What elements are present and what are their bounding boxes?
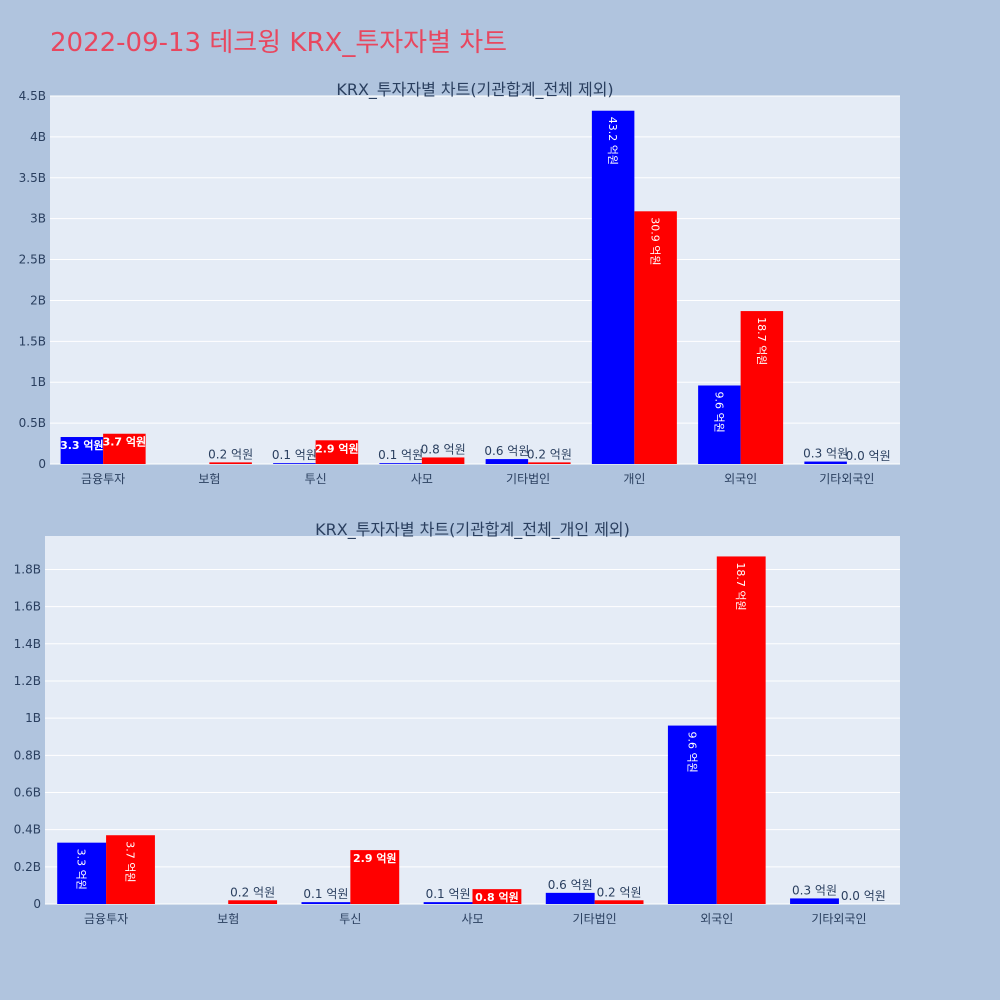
x-tick-label: 투신: [339, 912, 361, 926]
bar-red: [472, 889, 522, 904]
bar-data-label: 43.2 억원: [606, 117, 619, 165]
y-tick-label: 1.2B: [14, 674, 41, 688]
bar-data-label: 9.6 억원: [712, 391, 725, 432]
bar-blue: [57, 842, 107, 904]
y-tick-label: 0.4B: [14, 823, 41, 837]
bar-data-label: 0.0 억원: [841, 889, 886, 903]
y-tick-label: 3.5B: [19, 171, 46, 185]
y-tick-label: 0: [33, 897, 41, 911]
bar-blue: [591, 110, 635, 464]
bar-data-label: 3.3 억원: [75, 849, 88, 890]
x-tick-label: 금융투자: [84, 912, 128, 926]
bar-data-label: 0.1 억원: [272, 448, 317, 462]
chart-investor-all: 0 0.5B 1B 1.5B 2B 2.5B 3B 3.5B 4B 4.5B KRX_투자자별 차트…: [19, 80, 900, 486]
y-tick-label: 3B: [30, 212, 46, 226]
x-tick-label: 기타외국인: [819, 472, 874, 486]
x-tick-label: 보험: [198, 472, 220, 486]
bar-data-label: 3.7 억원: [124, 841, 137, 882]
bar-data-label: 0.1 억원: [426, 887, 471, 901]
bar-red: [528, 462, 571, 464]
bar-data-label: 0.8 억원: [421, 442, 466, 456]
x-tick-label: 기타법인: [506, 472, 550, 486]
chart-title: KRX_투자자별 차트(기관합계_전체 제외): [336, 80, 613, 100]
bar-data-label: 18.7 억원: [734, 562, 747, 610]
bar-red: [634, 211, 677, 464]
bar-blue: [423, 902, 473, 904]
bar-blue: [698, 385, 741, 464]
bar-data-label: 0.8 억원: [475, 890, 519, 904]
y-tick-label: 1.6B: [14, 600, 41, 614]
x-tick-label: 사모: [411, 472, 433, 486]
bar-blue: [804, 461, 847, 464]
y-tick-label: 1.5B: [19, 334, 46, 348]
plot-area: [45, 536, 900, 904]
x-tick-label: 개인: [623, 472, 645, 486]
bar-data-label: 0.2 억원: [230, 885, 275, 899]
bar-red: [716, 556, 766, 904]
y-tick-label: 1B: [30, 375, 46, 389]
y-tick-label: 1.4B: [14, 637, 41, 651]
bar-data-label: 0.6 억원: [484, 444, 529, 458]
y-tick-label: 0.5B: [19, 416, 46, 430]
x-tick-label: 금융투자: [81, 472, 125, 486]
x-tick-label: 투신: [305, 472, 327, 486]
bar-data-label: 0.6 억원: [548, 878, 593, 892]
bar-data-label: 2.9 억원: [315, 441, 359, 455]
bar-blue: [485, 459, 529, 464]
bar-blue: [379, 463, 422, 464]
y-tick-label: 0: [38, 457, 46, 471]
y-tick-label: 0.8B: [14, 748, 41, 762]
bar-red: [209, 462, 252, 464]
x-tick-label: 사모: [461, 912, 483, 926]
x-tick-label: 외국인: [700, 912, 733, 926]
bar-data-label: 0.2 억원: [527, 447, 572, 461]
chart-investor-excl-individual: 0 0.2B 0.4B 0.6B 0.8B 1B 1.2B 1.4B 1.6B 1.8B KRX_투…: [14, 520, 900, 926]
y-tick-label: 2B: [30, 293, 46, 307]
bar-data-label: 3.7 억원: [103, 435, 147, 449]
bar-data-label: 30.9 억원: [649, 217, 662, 265]
bar-blue: [545, 892, 595, 904]
y-tick-label: 4.5B: [19, 89, 46, 103]
bar-data-label: 2.9 억원: [353, 851, 397, 865]
bar-data-label: 3.3 억원: [60, 438, 104, 452]
bar-data-label: 0.1 억원: [303, 887, 348, 901]
y-tick-label: 1.8B: [14, 562, 41, 576]
y-tick-label: 4B: [30, 130, 46, 144]
bar-red: [740, 311, 784, 464]
bar-blue: [790, 898, 839, 904]
bar-red: [421, 457, 465, 464]
bar-blue: [667, 725, 717, 904]
bar-data-label: 0.3 억원: [792, 883, 837, 897]
bar-red: [106, 835, 155, 904]
x-tick-label: 보험: [217, 912, 239, 926]
bar-data-label: 0.0 억원: [846, 449, 891, 463]
x-tick-label: 기타법인: [573, 912, 617, 926]
x-tick-label: 기타외국인: [811, 912, 866, 926]
bar-red: [594, 900, 644, 904]
bar-data-label: 0.2 억원: [597, 885, 642, 899]
bar-blue: [301, 902, 351, 904]
chart-title: KRX_투자자별 차트(기관합계_전체_개인 제외): [315, 520, 630, 540]
y-tick-label: 2.5B: [19, 253, 46, 267]
y-tick-label: 1B: [25, 711, 41, 725]
page-title: 2022-09-13 테크윙 KRX_투자자별 차트: [50, 28, 508, 58]
bar-red: [228, 900, 278, 904]
bar-data-label: 18.7 억원: [755, 317, 768, 365]
bar-red: [315, 440, 359, 464]
bar-data-label: 0.1 억원: [378, 448, 423, 462]
bar-blue: [273, 463, 316, 464]
bar-red: [350, 850, 400, 904]
y-tick-label: 0.2B: [14, 860, 41, 874]
bar-data-label: 9.6 억원: [685, 732, 698, 773]
x-tick-label: 외국인: [724, 472, 757, 486]
y-tick-label: 0.6B: [14, 785, 41, 799]
bar-data-label: 0.2 억원: [208, 447, 253, 461]
bar-red: [103, 433, 146, 464]
bar-data-label: 0.3 억원: [803, 447, 848, 461]
bar-blue: [60, 437, 104, 464]
